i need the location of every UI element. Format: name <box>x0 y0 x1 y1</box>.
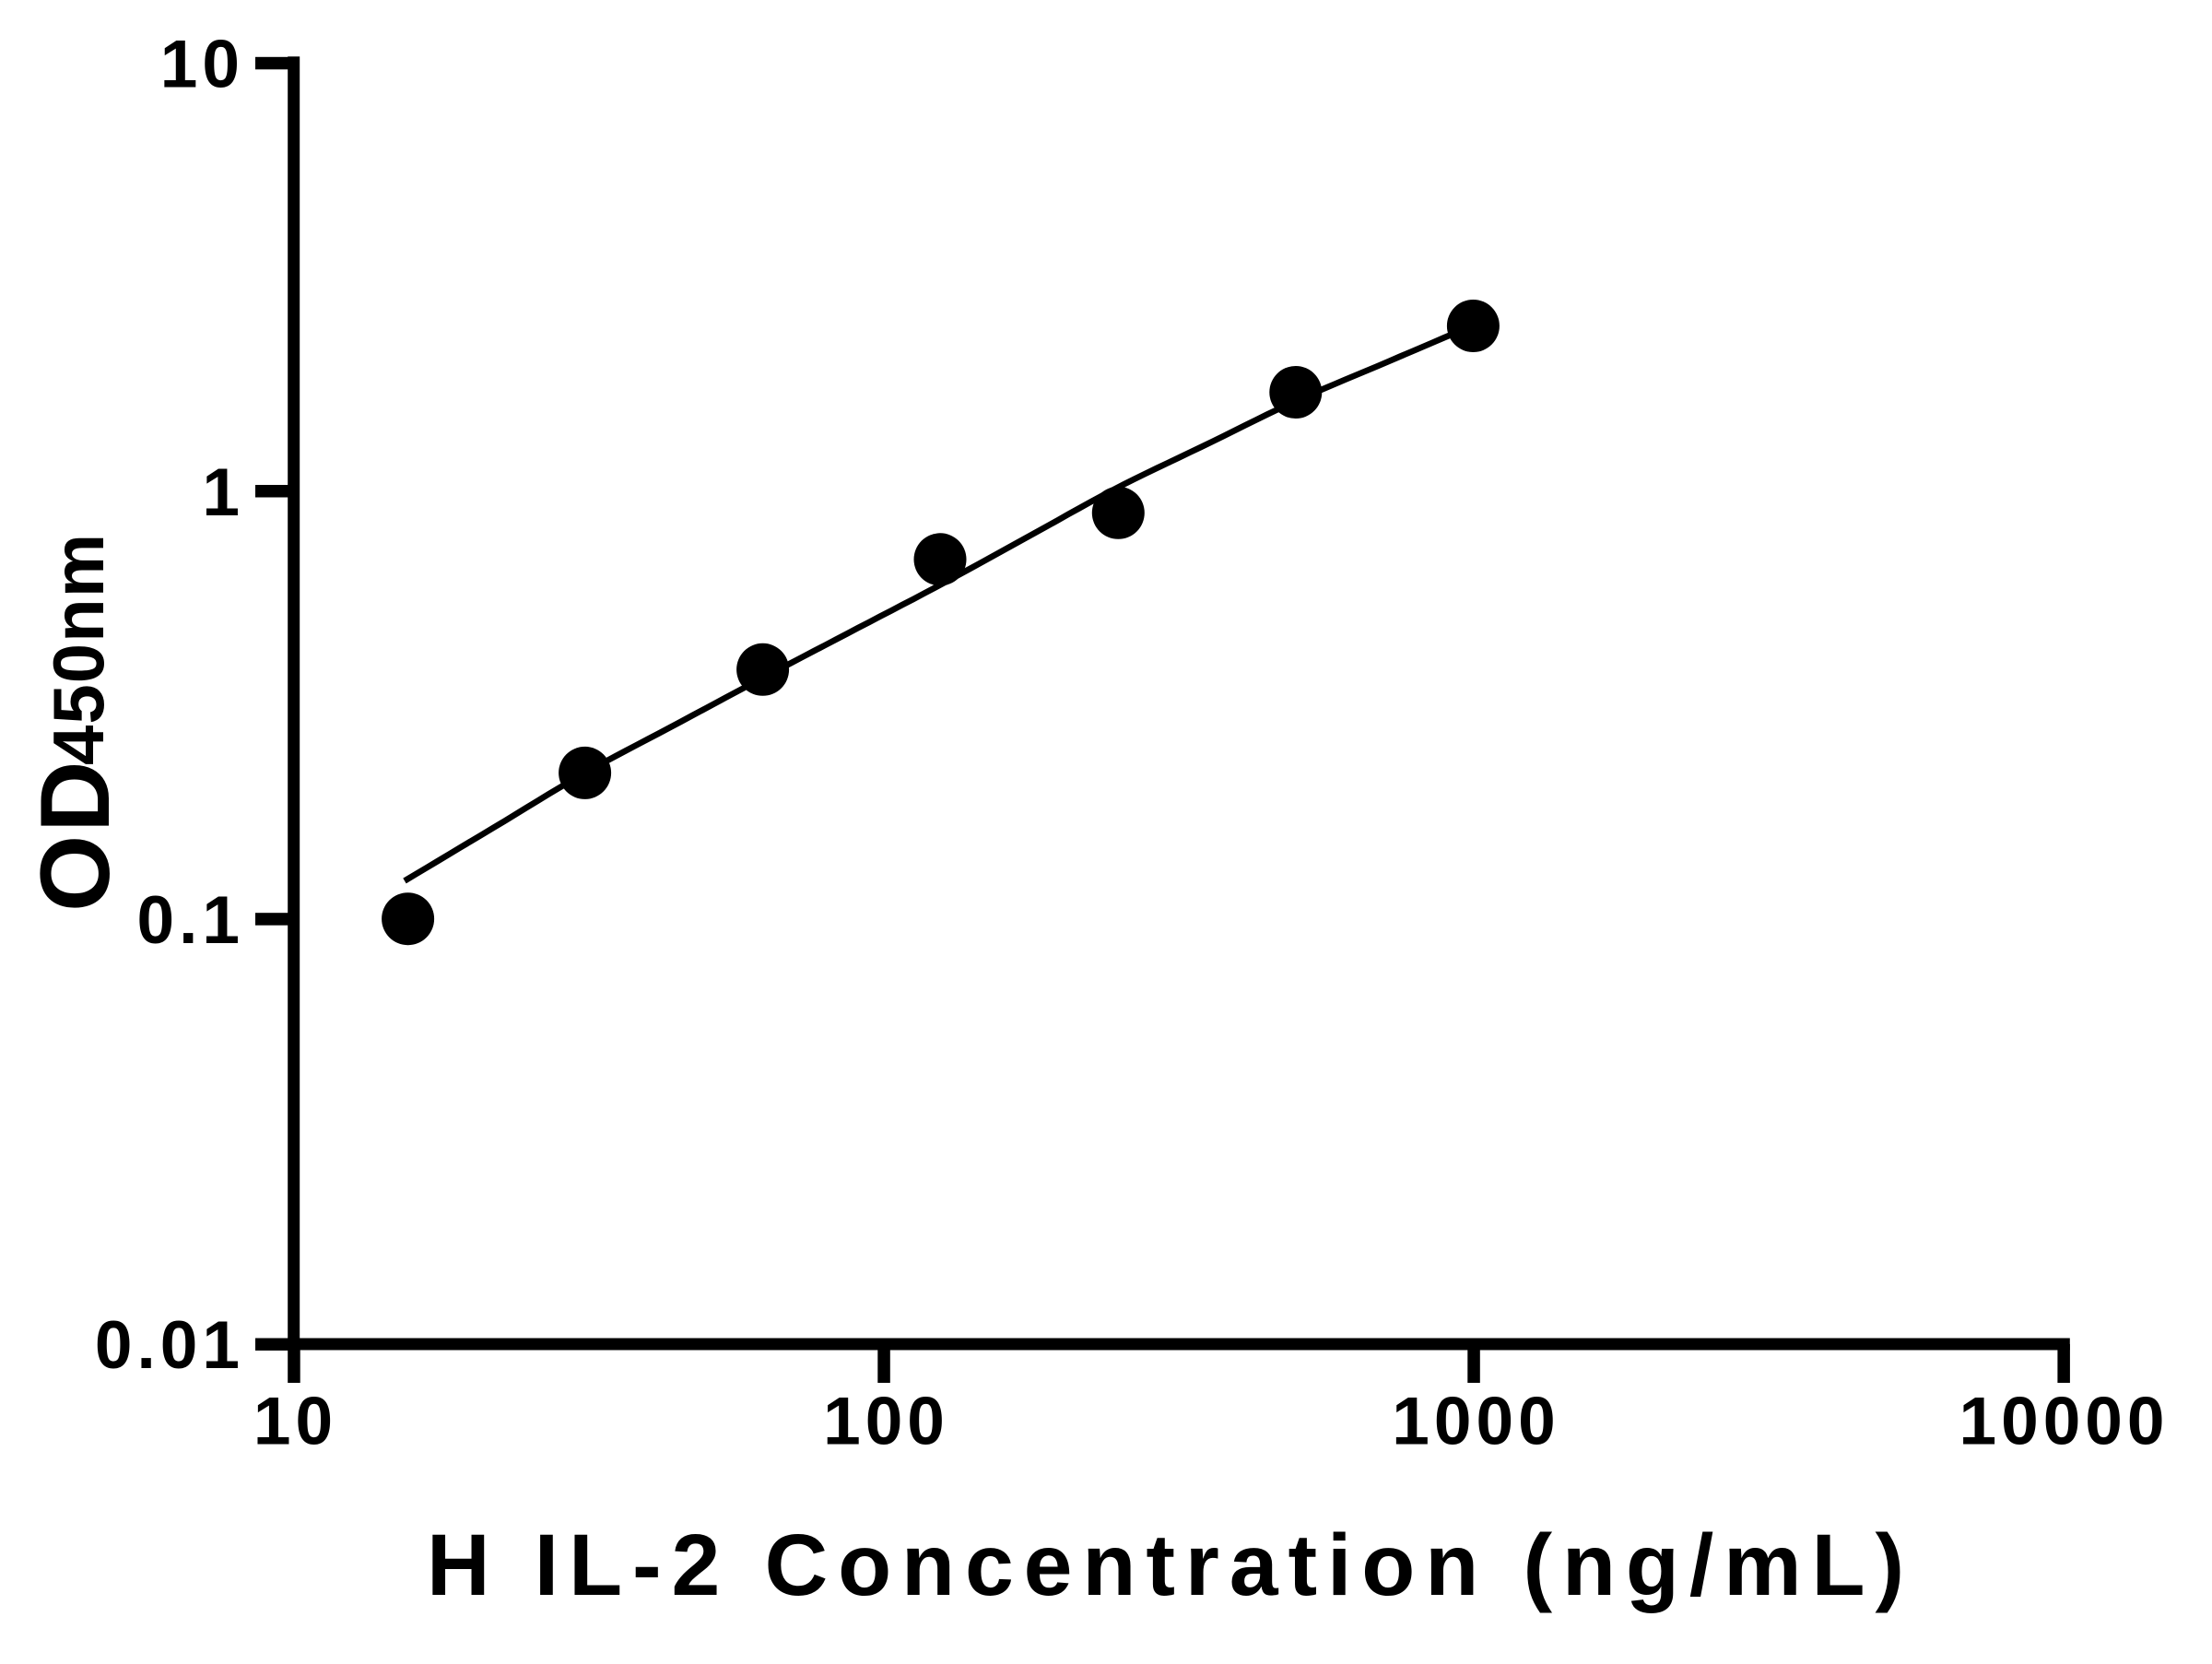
svg-text:10: 10 <box>253 1385 337 1459</box>
svg-text:1000: 1000 <box>1392 1385 1559 1459</box>
svg-text:450nm: 450nm <box>38 533 119 765</box>
svg-text:10: 10 <box>160 28 244 102</box>
svg-text:OD: OD <box>19 759 130 913</box>
svg-text:10000: 10000 <box>1959 1385 2170 1459</box>
svg-text:H IL-2 Concentration (ng/mL): H IL-2 Concentration (ng/mL) <box>427 1516 1914 1614</box>
svg-text:0.01: 0.01 <box>95 1308 244 1383</box>
svg-text:0.1: 0.1 <box>137 883 244 958</box>
svg-text:1: 1 <box>202 455 244 530</box>
svg-text:100: 100 <box>823 1385 949 1459</box>
